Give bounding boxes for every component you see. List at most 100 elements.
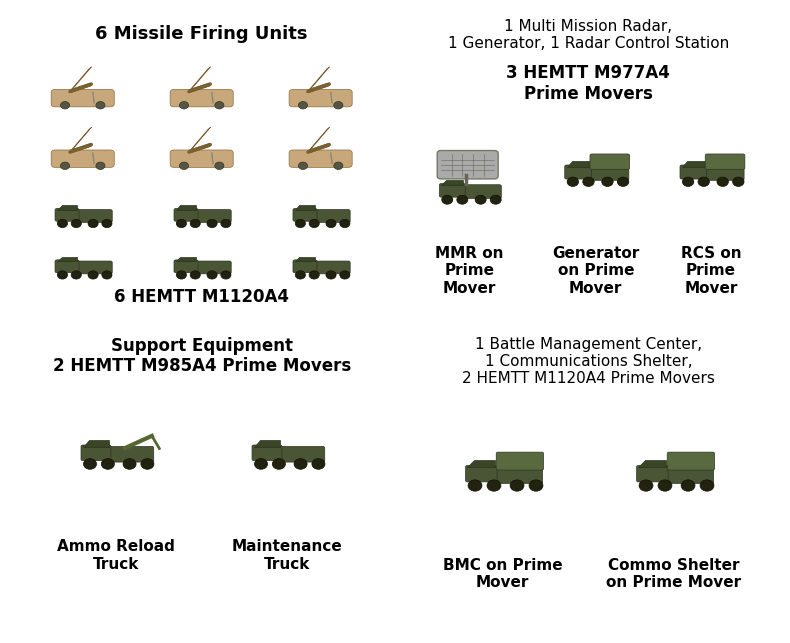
FancyBboxPatch shape — [108, 446, 154, 462]
Text: 1 Multi Mission Radar,
1 Generator, 1 Radar Control Station: 1 Multi Mission Radar, 1 Generator, 1 Ra… — [448, 19, 729, 51]
FancyBboxPatch shape — [77, 261, 112, 274]
Circle shape — [176, 219, 186, 228]
FancyBboxPatch shape — [565, 165, 592, 179]
Circle shape — [101, 458, 115, 469]
Circle shape — [254, 458, 268, 469]
Circle shape — [273, 458, 285, 469]
FancyBboxPatch shape — [680, 165, 706, 179]
Polygon shape — [638, 460, 666, 467]
Circle shape — [96, 102, 105, 109]
Circle shape — [179, 162, 189, 170]
Circle shape — [179, 102, 189, 109]
Polygon shape — [57, 205, 77, 210]
FancyBboxPatch shape — [439, 183, 465, 197]
FancyBboxPatch shape — [55, 208, 79, 221]
Circle shape — [468, 480, 482, 491]
Circle shape — [190, 219, 201, 228]
Polygon shape — [682, 161, 705, 167]
Polygon shape — [468, 460, 495, 467]
Circle shape — [326, 219, 336, 228]
Polygon shape — [307, 67, 329, 93]
Circle shape — [698, 177, 709, 186]
Circle shape — [215, 162, 224, 170]
Circle shape — [326, 271, 336, 279]
FancyBboxPatch shape — [293, 208, 317, 221]
FancyBboxPatch shape — [195, 261, 231, 274]
Circle shape — [96, 162, 105, 170]
Circle shape — [639, 480, 653, 491]
Circle shape — [681, 480, 695, 491]
Circle shape — [510, 480, 524, 491]
Circle shape — [529, 480, 543, 491]
Polygon shape — [188, 67, 210, 93]
FancyBboxPatch shape — [170, 89, 233, 107]
Circle shape — [207, 271, 217, 279]
FancyBboxPatch shape — [174, 260, 198, 273]
FancyBboxPatch shape — [293, 260, 317, 273]
FancyBboxPatch shape — [705, 154, 745, 169]
Circle shape — [309, 219, 319, 228]
Text: BMC on Prime
Mover: BMC on Prime Mover — [443, 557, 562, 590]
FancyBboxPatch shape — [465, 466, 497, 482]
FancyBboxPatch shape — [496, 452, 544, 470]
Polygon shape — [442, 179, 463, 185]
Circle shape — [215, 102, 224, 109]
Circle shape — [61, 102, 70, 109]
Circle shape — [340, 271, 350, 279]
Circle shape — [717, 177, 728, 186]
Text: 3 HEMTT M977A4
Prime Movers: 3 HEMTT M977A4 Prime Movers — [506, 64, 670, 103]
Text: Commo Shelter
on Prime Mover: Commo Shelter on Prime Mover — [606, 557, 741, 590]
FancyBboxPatch shape — [51, 150, 115, 167]
FancyBboxPatch shape — [289, 150, 352, 167]
Circle shape — [617, 177, 629, 186]
Circle shape — [84, 458, 96, 469]
FancyBboxPatch shape — [81, 445, 111, 460]
Circle shape — [207, 219, 217, 228]
Circle shape — [567, 177, 578, 186]
Circle shape — [732, 177, 744, 186]
Circle shape — [123, 458, 136, 469]
FancyBboxPatch shape — [462, 185, 502, 199]
Circle shape — [683, 177, 694, 186]
Circle shape — [61, 162, 70, 170]
Polygon shape — [188, 127, 210, 153]
Text: Generator
on Prime
Mover: Generator on Prime Mover — [552, 246, 639, 296]
Circle shape — [602, 177, 613, 186]
Circle shape — [71, 271, 81, 279]
FancyBboxPatch shape — [280, 446, 325, 462]
FancyBboxPatch shape — [252, 445, 282, 460]
FancyBboxPatch shape — [495, 467, 543, 484]
Circle shape — [309, 271, 319, 279]
FancyBboxPatch shape — [704, 167, 744, 180]
Text: 1 Battle Management Center,
1 Communications Shelter,
2 HEMTT M1120A4 Prime Move: 1 Battle Management Center, 1 Communicat… — [462, 337, 715, 386]
FancyBboxPatch shape — [51, 89, 115, 107]
Circle shape — [58, 219, 67, 228]
FancyBboxPatch shape — [289, 89, 352, 107]
Circle shape — [141, 458, 154, 469]
Circle shape — [334, 102, 343, 109]
Polygon shape — [83, 440, 109, 446]
Polygon shape — [295, 205, 315, 210]
Circle shape — [299, 102, 307, 109]
Text: Ammo Reload
Truck: Ammo Reload Truck — [57, 539, 175, 572]
Circle shape — [88, 219, 98, 228]
Circle shape — [340, 219, 350, 228]
FancyBboxPatch shape — [668, 452, 714, 470]
Polygon shape — [566, 161, 589, 167]
Circle shape — [457, 195, 468, 204]
Circle shape — [102, 219, 112, 228]
Circle shape — [700, 480, 714, 491]
Text: 6 HEMTT M1120A4: 6 HEMTT M1120A4 — [115, 288, 289, 306]
Polygon shape — [254, 440, 280, 446]
Circle shape — [312, 458, 325, 469]
FancyBboxPatch shape — [590, 154, 630, 169]
Circle shape — [102, 271, 112, 279]
FancyBboxPatch shape — [666, 467, 713, 484]
Circle shape — [299, 162, 307, 170]
Circle shape — [221, 271, 231, 279]
Text: 6 Missile Firing Units: 6 Missile Firing Units — [96, 25, 308, 43]
Polygon shape — [307, 127, 329, 153]
Polygon shape — [57, 257, 77, 262]
Circle shape — [487, 480, 501, 491]
Polygon shape — [176, 257, 196, 262]
